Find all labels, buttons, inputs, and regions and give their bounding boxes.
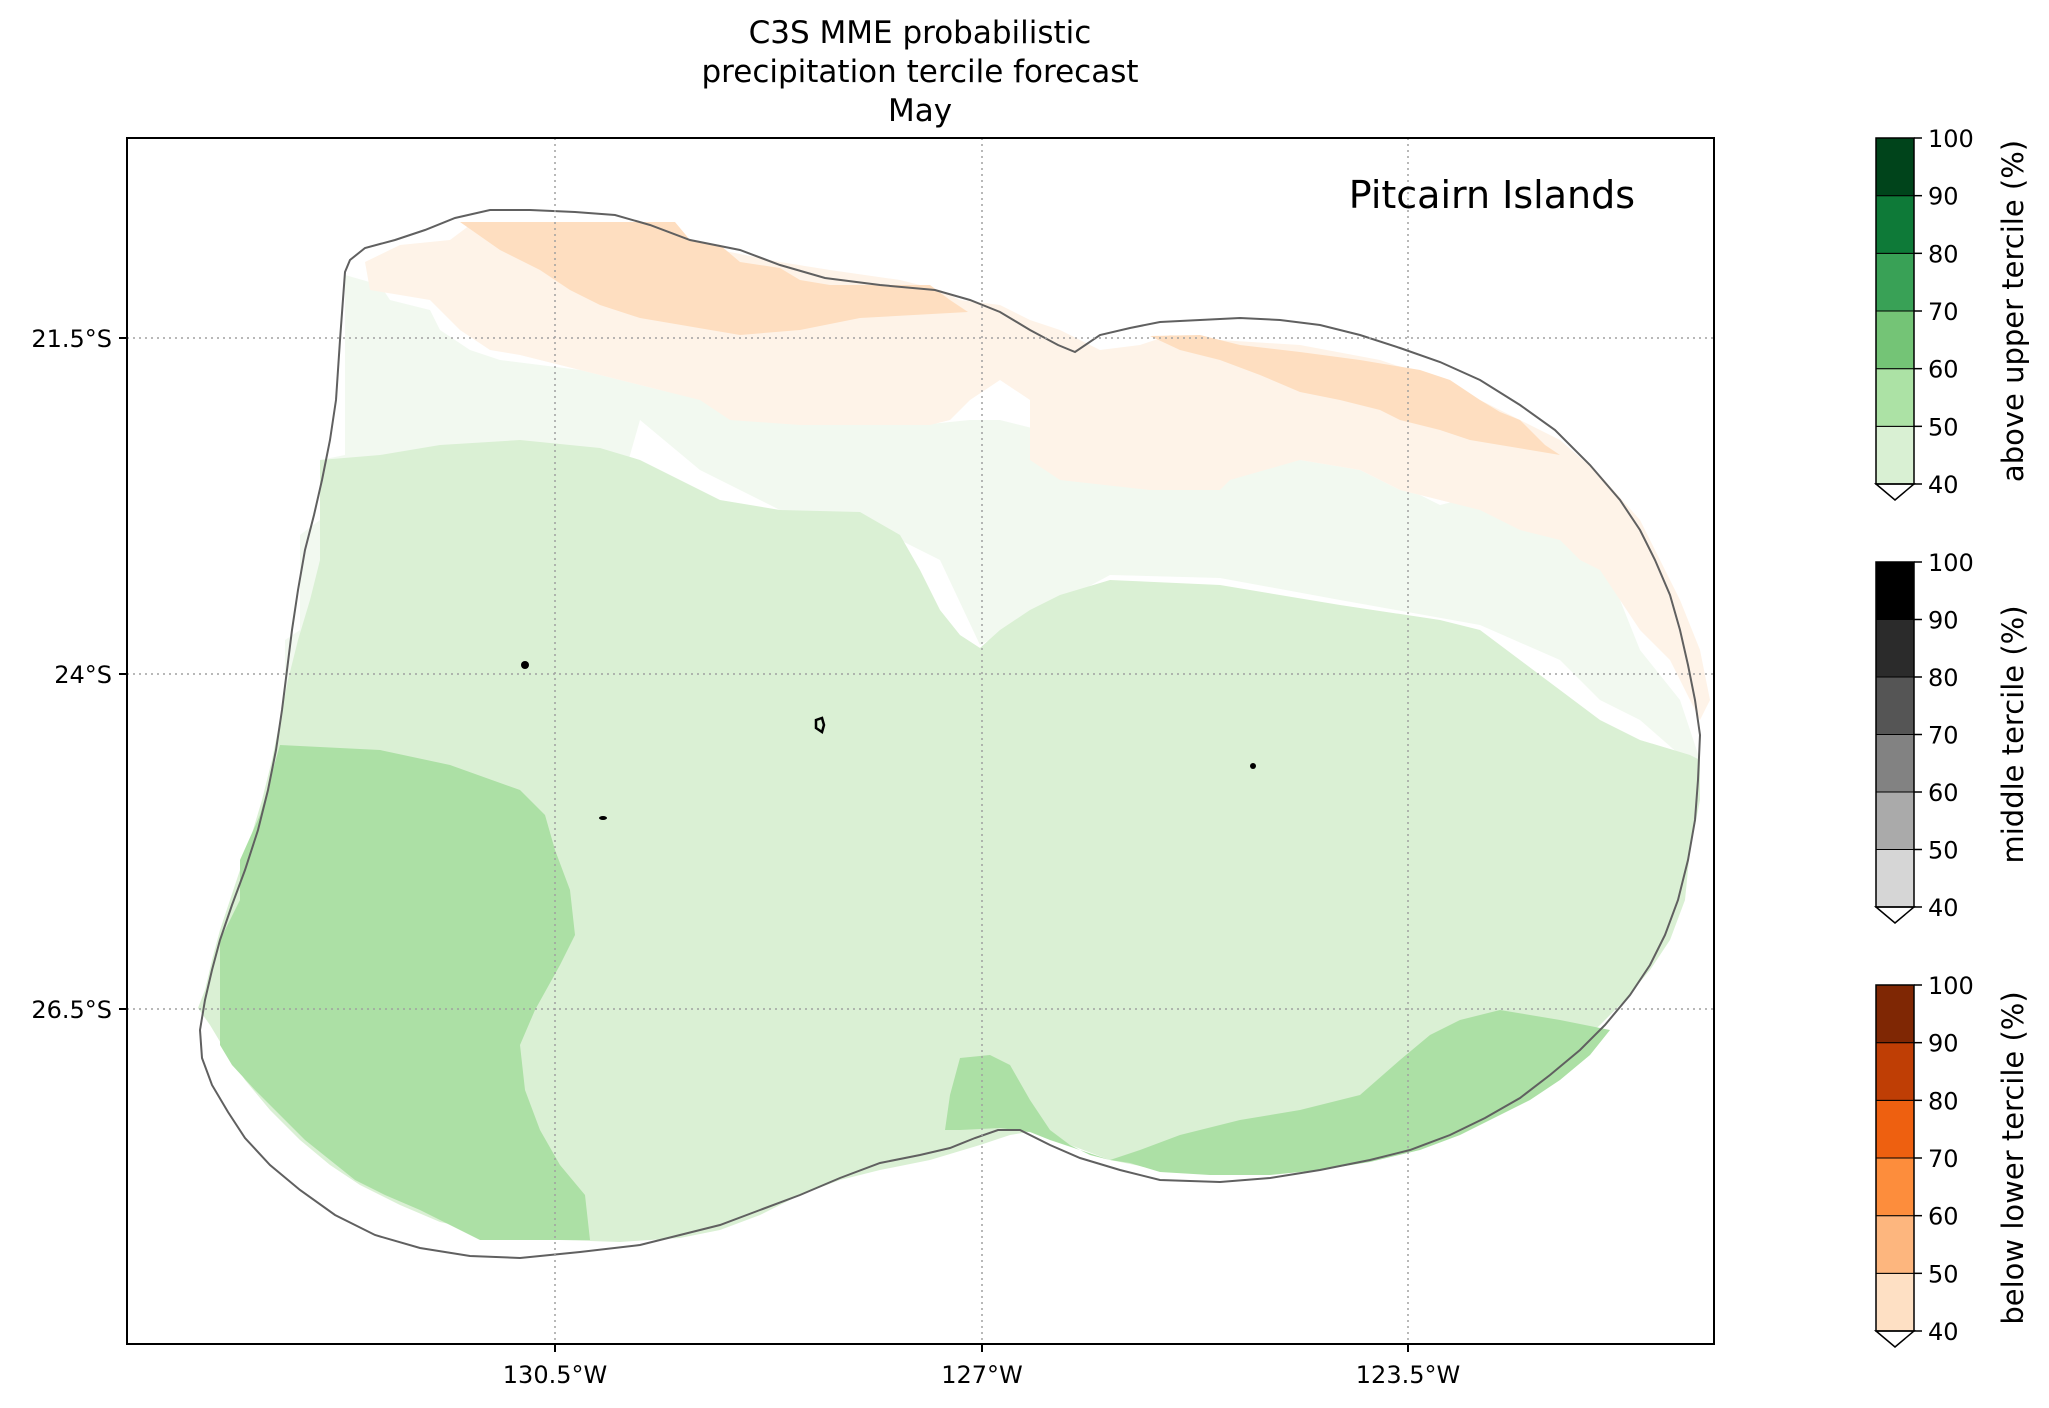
y-tick-label: 24°S (54, 661, 112, 689)
axis-tick-marks (119, 337, 1409, 1352)
oeno-island-marker (599, 816, 607, 820)
colorbar-segment (1875, 1157, 1915, 1217)
figure-title: C3S MME probabilistic precipitation terc… (702, 15, 1139, 129)
colorbar-tick-label: 60 (1928, 779, 1959, 807)
colorbar-segment (1875, 849, 1915, 908)
colorbar-segment (1875, 1215, 1915, 1274)
colorbar-tick-label: 40 (1928, 471, 1959, 499)
colorbar-tick-label: 90 (1928, 183, 1959, 211)
colorbar-segment (1875, 1042, 1915, 1101)
x-tick-label: 127°W (941, 1361, 1023, 1389)
colorbar-segment (1875, 425, 1915, 485)
x-tick-label: 123.5°W (1356, 1361, 1460, 1389)
title-line-2: precipitation tercile forecast (702, 54, 1139, 90)
colorbar-segment (1875, 561, 1915, 620)
colorbar-tick-label: 40 (1928, 894, 1959, 922)
colorbar-tick-label: 90 (1928, 607, 1959, 635)
colorbar-tick-label: 50 (1928, 413, 1959, 441)
colorbar-segment (1875, 368, 1915, 427)
ducie-island-marker (1250, 763, 1256, 769)
colorbar-segment (1875, 734, 1915, 793)
y-tick-labels: 21.5°S 24°S 26.5°S (31, 325, 112, 1024)
colorbar-0: 40 50 60 70 80 90 100 above upper tercile (%) (1873, 125, 2030, 501)
x-tick-labels: 130.5°W 127°W 123.5°W (503, 1361, 1460, 1389)
forecast-fields (198, 222, 1710, 1242)
gridlines (127, 138, 1714, 1344)
colorbar-tick-label: 60 (1928, 356, 1959, 384)
map-frame (126, 137, 1715, 1345)
colorbar-label: above upper tercile (%) (1996, 140, 2030, 482)
colorbar-segment (1875, 1099, 1915, 1159)
title-line-1: C3S MME probabilistic (749, 15, 1092, 51)
colorbar-tick-label: 100 (1928, 125, 1974, 153)
field-above-lt40 (278, 275, 1700, 790)
islands (521, 661, 1256, 820)
x-tick-label: 130.5°W (503, 1361, 607, 1389)
colorbar-label: middle tercile (%) (1996, 605, 2030, 863)
colorbar-segment (1875, 676, 1915, 735)
colorbar-tick-label: 50 (1928, 837, 1959, 865)
colorbar-extend-triangle (1873, 1330, 1917, 1348)
colorbar-2: 40 50 60 70 80 90 100 below lower tercile (%) (1873, 972, 2030, 1348)
region-label: Pitcairn Islands (1349, 173, 1635, 217)
colorbar-tick-label: 50 (1928, 1260, 1959, 1288)
colorbar-segment (1875, 984, 1915, 1044)
colorbar-tick-label: 80 (1928, 664, 1959, 692)
colorbar-segment (1875, 1272, 1915, 1332)
colorbar-segment (1875, 252, 1915, 312)
colorbar-segment (1875, 310, 1915, 370)
henderson-like-island-marker (521, 661, 529, 669)
colorbar-1: 40 50 60 70 80 90 100 middle tercile (%) (1873, 549, 2030, 924)
pitcairn-island-marker (814, 716, 826, 734)
title-line-3: May (888, 93, 952, 129)
colorbar-tick-label: 70 (1928, 298, 1959, 326)
field-below-40-50-ne (1150, 335, 1560, 455)
colorbar-tick-label: 80 (1928, 240, 1959, 268)
colorbar-segment (1875, 195, 1915, 254)
eez-boundary (198, 209, 1702, 1260)
colorbar-extend-triangle (1873, 906, 1917, 924)
colorbar-tick-label: 80 (1928, 1087, 1959, 1115)
colorbar-tick-label: 70 (1928, 722, 1959, 750)
colorbar-extend-triangle (1873, 483, 1917, 501)
field-above-40-50 (198, 440, 1700, 1242)
field-above-50-60-sw (220, 745, 590, 1240)
colorbar-label: below lower tercile (%) (1996, 991, 2030, 1324)
colorbar-segment (1875, 791, 1915, 850)
colorbar-segment (1875, 137, 1915, 197)
field-above-50-60-se (945, 1010, 1610, 1175)
colorbar-tick-label: 40 (1928, 1318, 1959, 1346)
y-tick-label: 21.5°S (31, 325, 112, 353)
colorbar-segment (1875, 619, 1915, 678)
colorbar-tick-label: 100 (1928, 549, 1974, 577)
colorbar-tick-label: 70 (1928, 1145, 1959, 1173)
colorbar-tick-label: 60 (1928, 1203, 1959, 1231)
field-below-lt40 (365, 225, 1710, 720)
colorbar-tick-label: 100 (1928, 972, 1974, 1000)
field-below-40-50-nw (460, 222, 968, 335)
y-tick-label: 26.5°S (31, 996, 112, 1024)
colorbar-tick-label: 90 (1928, 1030, 1959, 1058)
